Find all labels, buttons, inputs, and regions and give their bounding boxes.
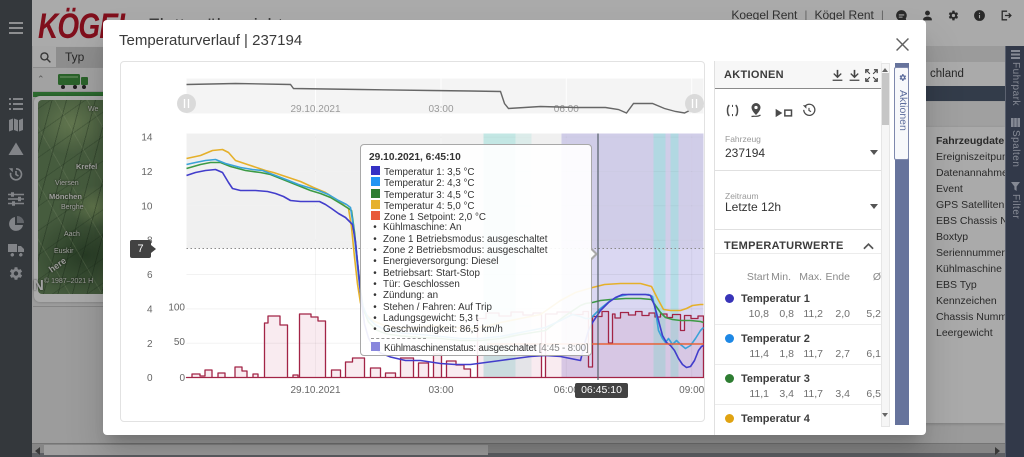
svg-text:06:00: 06:00 — [554, 385, 579, 396]
svg-text:12: 12 — [141, 167, 153, 178]
svg-text:09:00: 09:00 — [679, 385, 704, 396]
svg-text:50: 50 — [174, 337, 186, 348]
svg-text:100: 100 — [168, 303, 185, 314]
svg-text:29.10.2021: 29.10.2021 — [290, 104, 340, 115]
svg-text:4: 4 — [147, 304, 153, 315]
svg-text:06:00: 06:00 — [554, 104, 579, 115]
svg-text:03:00: 03:00 — [428, 385, 453, 396]
svg-text:6: 6 — [147, 270, 153, 281]
svg-text:2: 2 — [147, 339, 153, 350]
svg-text:29.10.2021: 29.10.2021 — [290, 385, 340, 396]
svg-text:14: 14 — [141, 133, 153, 144]
svg-text:0: 0 — [179, 373, 185, 384]
svg-text:03:00: 03:00 — [428, 104, 453, 115]
svg-text:10: 10 — [141, 201, 153, 212]
svg-text:0: 0 — [147, 373, 153, 384]
